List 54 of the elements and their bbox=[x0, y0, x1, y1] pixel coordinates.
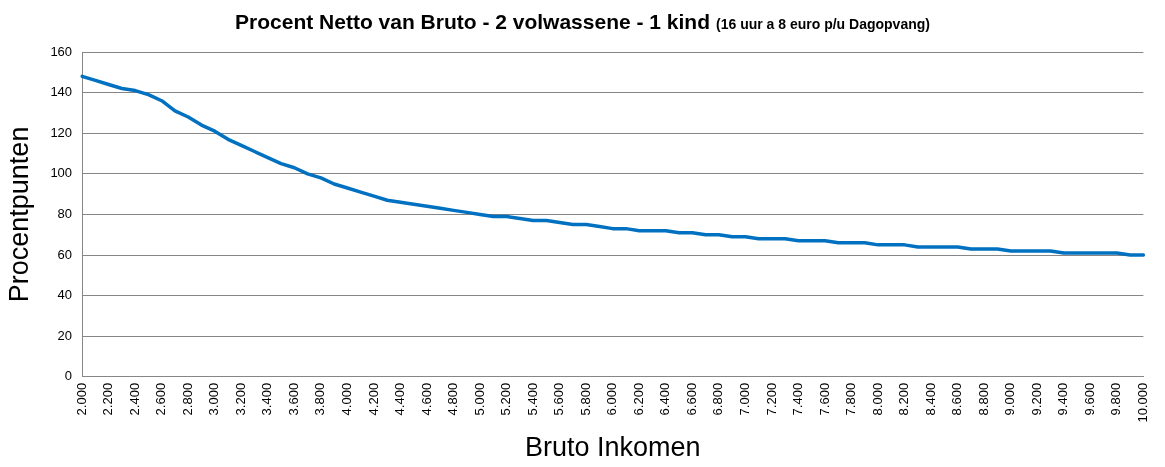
x-tick-label: 7.800 bbox=[843, 382, 859, 416]
y-tick-label: 60 bbox=[57, 246, 73, 262]
x-tick-label: 6.000 bbox=[604, 382, 620, 416]
y-tick-label: 100 bbox=[50, 165, 73, 181]
x-tick-label: 9.800 bbox=[1108, 382, 1124, 416]
x-tick-label: 9.200 bbox=[1028, 382, 1044, 416]
x-tick-label: 4.800 bbox=[445, 382, 461, 416]
x-tick-label: 3.400 bbox=[259, 382, 275, 416]
y-tick-label: 140 bbox=[50, 84, 73, 100]
x-tick-label: 6.600 bbox=[683, 382, 699, 416]
x-tick-label: 6.400 bbox=[657, 382, 673, 416]
chart-title: Procent Netto van Bruto - 2 volwassene - 1 kind bbox=[235, 10, 711, 33]
x-tick-label: 4.000 bbox=[339, 382, 354, 416]
x-tick-label: 4.600 bbox=[418, 382, 434, 416]
x-tick-label: 2.400 bbox=[126, 382, 142, 416]
x-tick-label: 9.600 bbox=[1081, 382, 1097, 416]
y-tick-label: 0 bbox=[64, 368, 73, 384]
y-tick-label: 120 bbox=[50, 124, 73, 140]
y-axis-title: Procentpunten bbox=[3, 126, 34, 303]
x-tick-label: 8.600 bbox=[949, 382, 965, 416]
x-tick-label: 2.200 bbox=[100, 382, 116, 416]
x-tick-label: 7.000 bbox=[736, 382, 752, 416]
x-tick-label: 3.800 bbox=[312, 382, 328, 416]
y-tick-label: 20 bbox=[57, 327, 73, 343]
x-tick-label: 7.200 bbox=[763, 382, 779, 416]
y-tick-label: 40 bbox=[57, 287, 73, 303]
x-tick-label: 5.000 bbox=[471, 382, 487, 416]
x-axis-title: Bruto Inkomen bbox=[524, 432, 701, 463]
x-tick-label: 2.600 bbox=[153, 382, 169, 416]
x-tick-label: 2.800 bbox=[179, 382, 195, 416]
x-tick-label: 9.000 bbox=[1002, 382, 1018, 416]
x-tick-label: 3.600 bbox=[285, 382, 301, 416]
x-tick-label: 4.400 bbox=[392, 382, 408, 416]
x-tick-label: 6.800 bbox=[710, 382, 726, 416]
y-tick-label: 160 bbox=[50, 43, 73, 59]
x-tick-label: 8.200 bbox=[896, 382, 912, 416]
x-tick-label: 5.800 bbox=[577, 382, 593, 416]
x-tick-label: 7.400 bbox=[790, 382, 806, 416]
x-tick-label: 3.200 bbox=[232, 382, 248, 416]
x-tick-label: 8.400 bbox=[922, 382, 938, 416]
x-tick-label: 4.200 bbox=[365, 382, 381, 416]
x-tick-label: 5.600 bbox=[551, 382, 567, 416]
x-tick-label: 8.000 bbox=[869, 382, 885, 416]
x-tick-label: 7.600 bbox=[816, 382, 832, 416]
x-tick-label: 10.000 bbox=[1134, 382, 1150, 423]
x-tick-label: 5.400 bbox=[524, 382, 540, 416]
x-tick-label: 5.200 bbox=[498, 382, 514, 416]
y-tick-label: 80 bbox=[57, 206, 73, 221]
x-tick-label: 3.000 bbox=[206, 382, 222, 416]
x-tick-label: 6.200 bbox=[630, 382, 646, 416]
x-tick-label: 2.000 bbox=[73, 382, 89, 416]
x-tick-label: 9.400 bbox=[1055, 382, 1071, 416]
x-tick-label: 8.800 bbox=[975, 382, 991, 416]
chart-subtitle: (16 uur a 8 euro p/u Dagopvang) bbox=[716, 16, 930, 32]
